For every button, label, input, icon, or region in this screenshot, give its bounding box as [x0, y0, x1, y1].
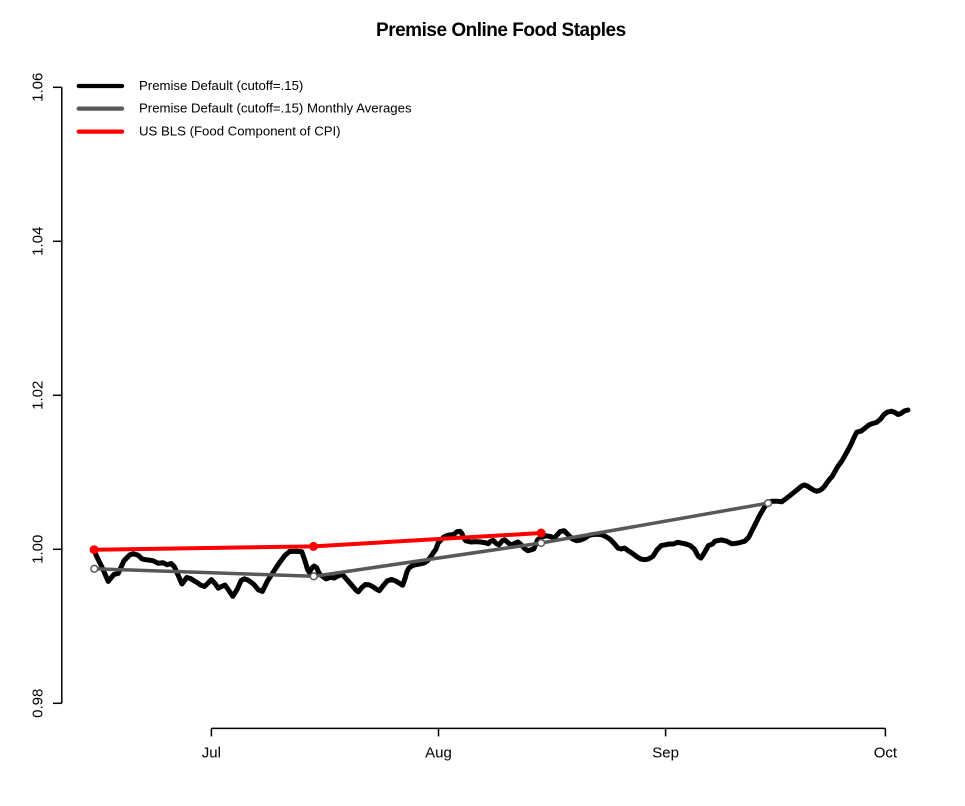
svg-text:US BLS (Food Component of CPI): US BLS (Food Component of CPI): [139, 124, 341, 139]
svg-text:Premise Default (cutoff=.15) M: Premise Default (cutoff=.15) Monthly Ave…: [139, 101, 412, 116]
svg-text:Premise Default (cutoff=.15): Premise Default (cutoff=.15): [139, 78, 303, 93]
svg-text:Jul: Jul: [202, 744, 221, 761]
svg-text:0.98: 0.98: [30, 689, 47, 718]
svg-text:1.02: 1.02: [30, 381, 47, 410]
svg-text:1.00: 1.00: [30, 535, 47, 564]
svg-text:Aug: Aug: [425, 744, 452, 761]
svg-text:Premise Online Food Staples: Premise Online Food Staples: [376, 20, 626, 41]
svg-text:Sep: Sep: [652, 744, 679, 761]
svg-text:1.06: 1.06: [30, 73, 47, 102]
svg-text:Oct: Oct: [874, 744, 898, 761]
svg-text:1.04: 1.04: [30, 227, 47, 256]
